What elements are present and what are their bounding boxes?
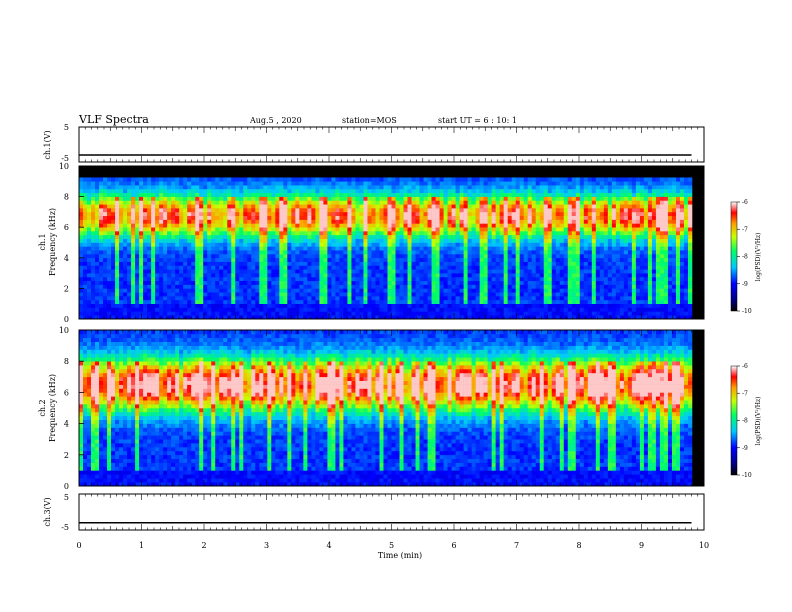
colorbar-tick-label: -10 <box>742 308 752 315</box>
colorbar-tick-label: -7 <box>742 226 748 233</box>
ch3-ytick-top: 5 <box>64 493 69 502</box>
ch2-spectrogram-ylabel-line2: Frequency (kHz) <box>48 374 57 442</box>
colorbar-tick-label: -9 <box>742 445 748 452</box>
ch3-voltage-panel: 5 -5 ch.3(V) <box>43 493 705 532</box>
station-label: station=MOS <box>342 116 397 125</box>
ch1-ytick-top: 5 <box>64 123 69 132</box>
x-tick-label: 10 <box>699 541 709 550</box>
ch2-spectrogram-ylabel-line1: ch.2 <box>38 399 47 416</box>
colorbar-tick-label: -10 <box>742 472 752 479</box>
ch1-colorbar-gradient <box>730 201 738 312</box>
x-tick-label: 6 <box>451 541 456 550</box>
x-axis-label: Time (min) <box>378 551 422 560</box>
colorbar-tick-label: -6 <box>742 363 748 370</box>
spectrogram-ytick-label: 8 <box>64 357 69 366</box>
x-tick-label: 5 <box>389 541 394 550</box>
spectrogram-ytick-label: 2 <box>64 451 69 460</box>
colorbar-tick-label: -8 <box>742 254 748 261</box>
date-label: Aug.5 , 2020 <box>249 116 302 125</box>
x-axis: 0 1 2 3 4 5 6 7 8 9 10 <box>76 541 709 550</box>
ch3-ytick-bottom: -5 <box>61 523 69 532</box>
spectrogram-ytick-label: 10 <box>59 162 69 171</box>
spectrogram-ytick-label: 4 <box>64 420 69 429</box>
x-tick-label: 9 <box>639 541 644 550</box>
start-time-label: start UT = 6 : 10: 1 <box>438 116 517 125</box>
x-tick-label: 4 <box>326 541 331 550</box>
spectrogram-ytick-label: 0 <box>64 315 69 324</box>
minor-tick-marks <box>78 127 705 530</box>
ch2-colorbar-gradient <box>730 365 738 476</box>
spectrogram-ytick-label: 4 <box>64 254 69 263</box>
spectrogram-ytick-label: 6 <box>64 223 69 232</box>
spectrogram-ytick-label: 6 <box>64 388 69 397</box>
spectrogram-ytick-label: 10 <box>59 326 69 335</box>
ch1-colorbar: -6 -7 -8 -9 -10 log(PSD)(V²/Hz) <box>730 199 762 315</box>
colorbar-tick-label: -8 <box>742 418 748 425</box>
x-tick-label: 2 <box>201 541 206 550</box>
ch1-spectrogram-ylabel-line2: Frequency (kHz) <box>48 208 57 276</box>
ch2-spectrogram-image <box>79 330 693 487</box>
ch1-colorbar-label: log(PSD)(V²/Hz) <box>755 233 762 282</box>
x-tick-label: 7 <box>514 541 519 550</box>
ch1-voltage-ylabel: ch.1(V) <box>43 130 52 159</box>
colorbar-tick-label: -6 <box>742 199 748 206</box>
colorbar-tick-label: -7 <box>742 390 748 397</box>
ch2-spectrogram-panel: 0 2 4 6 8 10 ch.2 Frequency (kHz) <box>38 326 705 491</box>
spectrogram-ytick-label: 0 <box>64 482 69 491</box>
ch3-voltage-ylabel: ch.3(V) <box>43 497 52 526</box>
figure-title: VLF Spectra <box>78 113 149 126</box>
ch1-spectrogram-ylabel-line1: ch.1 <box>38 233 47 250</box>
ch1-spectrogram-panel: 0 2 4 6 8 10 ch.1 Frequency (kHz) <box>38 162 705 324</box>
ch1-ytick-bottom: -5 <box>61 154 69 163</box>
x-tick-label: 8 <box>576 541 581 550</box>
ch2-colorbar: -6 -7 -8 -9 -10 log(PSD)(V²/Hz) <box>730 363 762 479</box>
ch1-spectrogram-image <box>79 177 693 320</box>
spectrogram-ytick-label: 2 <box>64 284 69 293</box>
x-tick-label: 0 <box>76 541 81 550</box>
ch1-voltage-panel: 5 -5 ch.1(V) <box>43 123 705 163</box>
ch2-colorbar-label: log(PSD)(V²/Hz) <box>755 397 762 446</box>
x-tick-label: 3 <box>264 541 269 550</box>
colorbar-tick-label: -9 <box>742 281 748 288</box>
spectrogram-ytick-label: 8 <box>64 193 69 202</box>
x-tick-label: 1 <box>139 541 144 550</box>
